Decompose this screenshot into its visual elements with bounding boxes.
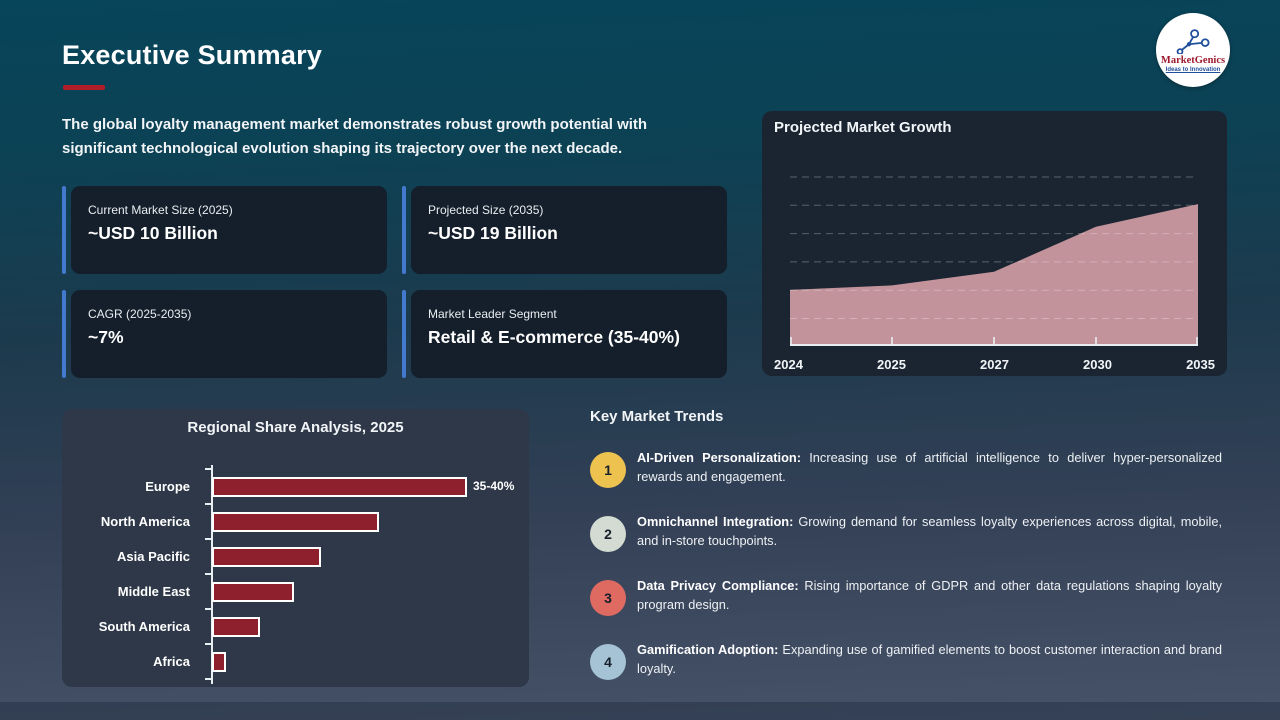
x-tick-label: 2024	[774, 357, 803, 372]
trend-number-badge: 4	[590, 644, 626, 680]
bar-category-label: North America	[100, 514, 190, 529]
stats-grid: Current Market Size (2025) ~USD 10 Billi…	[62, 186, 727, 378]
trend-number-badge: 3	[590, 580, 626, 616]
bar-track	[212, 546, 517, 567]
bar-track: 35-40%	[212, 476, 517, 497]
bar-row: Europe 35-40%	[62, 469, 517, 504]
trend-title: Data Privacy Compliance:	[637, 578, 799, 593]
trend-number-badge: 1	[590, 452, 626, 488]
bar-row: Middle East	[62, 574, 517, 609]
stat-value: ~USD 19 Billion	[428, 223, 558, 243]
title-underline-accent	[63, 85, 105, 90]
trend-title: Gamification Adoption:	[637, 642, 779, 657]
bar-axis-tick	[205, 503, 212, 505]
stat-card-body: CAGR (2025-2035) ~7%	[71, 290, 387, 378]
stat-card-accent	[62, 186, 66, 274]
bar-row: Africa	[62, 644, 517, 679]
stat-label: CAGR (2025-2035)	[88, 307, 192, 321]
bar-row: North America	[62, 504, 517, 539]
trend-number-badge: 2	[590, 516, 626, 552]
stat-card-cagr: CAGR (2025-2035) ~7%	[62, 290, 387, 378]
bar-category-label: Middle East	[117, 584, 190, 599]
page-title: Executive Summary	[62, 40, 323, 70]
growth-area-chart	[790, 176, 1198, 346]
bar-axis-tick	[205, 643, 212, 645]
growth-chart-title: Projected Market Growth	[774, 119, 952, 136]
bar-track	[212, 511, 517, 532]
bar	[212, 651, 226, 672]
bar-value-label: 35-40%	[473, 478, 515, 493]
bar	[212, 616, 260, 637]
bar-category-label: Europe	[145, 479, 190, 494]
bar-axis-tick	[205, 608, 212, 610]
bar-axis-tick	[205, 468, 212, 470]
stat-card-accent	[62, 290, 66, 378]
stat-card-projected-size: Projected Size (2035) ~USD 19 Billion	[402, 186, 727, 274]
bar-chart-axis-line	[211, 465, 213, 684]
bar	[212, 511, 379, 532]
trend-body-text: Increasing use of artificial intelligenc…	[637, 450, 1222, 484]
area-series-shape	[790, 204, 1198, 345]
bottom-strip	[0, 702, 1280, 720]
bar-axis-tick	[205, 538, 212, 540]
stat-value: Retail & E-commerce (35-40%)	[428, 327, 680, 347]
regional-chart-title: Regional Share Analysis, 2025	[187, 419, 404, 436]
brand-logo: MarketGenics Ideas to Innovation	[1156, 13, 1230, 87]
bar	[212, 546, 321, 567]
molecule-icon	[1176, 28, 1210, 54]
stat-label: Projected Size (2035)	[428, 203, 544, 217]
regional-bar-chart: Europe 35-40% North America Asia Pacific Mid…	[62, 465, 517, 684]
intro-text: The global loyalty management market dem…	[62, 116, 648, 158]
trend-description: Omnichannel Integration: Growing demand …	[637, 513, 1222, 551]
bar	[212, 581, 294, 602]
stat-card-body: Projected Size (2035) ~USD 19 Billion	[411, 186, 727, 274]
trend-title: AI-Driven Personalization:	[637, 450, 801, 465]
x-tick-label: 2025	[877, 357, 906, 372]
projected-market-growth-panel: Projected Market Growth 2024 2025 2027 2…	[762, 111, 1227, 376]
x-tick-label: 2035	[1186, 357, 1215, 372]
bar	[212, 476, 467, 497]
bar-category-label: Asia Pacific	[117, 549, 190, 564]
stat-card-current-market-size: Current Market Size (2025) ~USD 10 Billi…	[62, 186, 387, 274]
stat-value: ~USD 10 Billion	[88, 223, 218, 243]
stat-value: ~7%	[88, 327, 124, 347]
trend-description: Data Privacy Compliance: Rising importan…	[637, 577, 1222, 615]
bar-row: Asia Pacific	[62, 539, 517, 574]
stat-label: Market Leader Segment	[428, 307, 557, 321]
trend-item-omnichannel: 2 Omnichannel Integration: Growing deman…	[590, 513, 1222, 555]
stat-card-market-leader-segment: Market Leader Segment Retail & E-commerc…	[402, 290, 727, 378]
stat-card-accent	[402, 186, 406, 274]
stat-label: Current Market Size (2025)	[88, 203, 233, 217]
key-market-trends: Key Market Trends 1 AI-Driven Personaliz…	[590, 408, 1222, 705]
trend-item-gamification: 4 Gamification Adoption: Expanding use o…	[590, 641, 1222, 683]
trend-title: Omnichannel Integration:	[637, 514, 794, 529]
x-tick-label: 2027	[980, 357, 1009, 372]
bar-axis-tick	[205, 573, 212, 575]
regional-share-panel: Regional Share Analysis, 2025 Europe 35-4…	[62, 409, 529, 687]
growth-x-axis-labels: 2024 2025 2027 2030 2035	[774, 357, 1215, 372]
trend-description: Gamification Adoption: Expanding use of …	[637, 641, 1222, 679]
stat-card-body: Current Market Size (2025) ~USD 10 Billi…	[71, 186, 387, 274]
trend-body-text: Rising importance of GDPR and other data…	[637, 578, 1222, 612]
trend-body-text: Expanding use of gamified elements to bo…	[637, 642, 1222, 676]
x-tick-label: 2030	[1083, 357, 1112, 372]
bar-track	[212, 616, 517, 637]
bar-track	[212, 581, 517, 602]
bar-track	[212, 651, 517, 672]
bar-row: South America	[62, 609, 517, 644]
trend-body-text: Growing demand for seamless loyalty expe…	[637, 514, 1222, 548]
trend-description: AI-Driven Personalization: Increasing us…	[637, 449, 1222, 487]
bar-category-label: South America	[98, 619, 190, 634]
logo-tagline-text: Ideas to Innovation	[1165, 66, 1221, 73]
trends-heading: Key Market Trends	[590, 408, 724, 425]
stat-card-accent	[402, 290, 406, 378]
stat-card-body: Market Leader Segment Retail & E-commerc…	[411, 290, 727, 378]
trend-item-data-privacy: 3 Data Privacy Compliance: Rising import…	[590, 577, 1222, 619]
bar-axis-tick	[205, 678, 212, 680]
logo-brand-text: MarketGenics	[1160, 54, 1226, 66]
trend-item-ai-personalization: 1 AI-Driven Personalization: Increasing …	[590, 449, 1222, 491]
bar-category-label: Africa	[153, 654, 190, 669]
